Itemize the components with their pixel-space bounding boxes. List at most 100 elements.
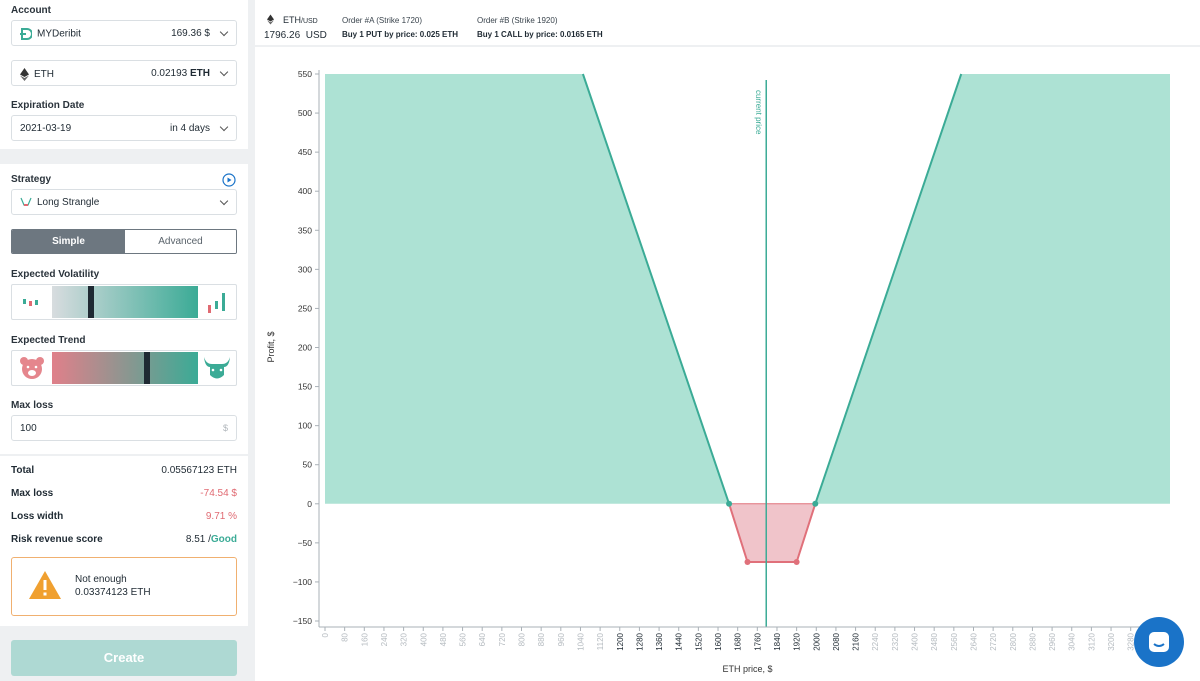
x-tick-label: 2880 <box>1028 632 1037 650</box>
x-tick-label: 2320 <box>891 632 900 650</box>
currency-select[interactable]: ETH 0.02193 ETH <box>11 60 237 86</box>
expiration-label: Expiration Date <box>11 100 85 111</box>
strategy-name: Long Strangle <box>37 197 100 209</box>
warning-line1: Not enough <box>75 574 127 585</box>
trend-track[interactable] <box>52 352 198 384</box>
x-tick-label: 2160 <box>852 632 861 650</box>
x-tick-label: 2080 <box>832 632 841 650</box>
volatility-label: Expected Volatility <box>11 269 100 280</box>
y-axis-label: Profit, $ <box>266 331 276 362</box>
x-tick-label: 1440 <box>675 632 684 650</box>
chevron-down-icon <box>219 67 229 77</box>
mode-toggle: Simple Advanced <box>11 229 237 254</box>
y-tick-label: 400 <box>298 186 312 196</box>
loss-area <box>728 503 816 563</box>
trend-handle[interactable] <box>143 352 150 384</box>
payoff-chart: current price −150 −100 −50 0 50 100 150 200 250 3… <box>266 69 1175 674</box>
chat-icon <box>1149 632 1169 652</box>
x-tick-label: 2640 <box>969 632 978 650</box>
x-tick-label: 640 <box>478 632 487 646</box>
warning-icon <box>29 571 61 599</box>
sidebar: Account MYDeribit 169.36 $ ETH 0.02193 E… <box>0 0 248 681</box>
x-tick-label: 2000 <box>812 632 821 650</box>
risk-rating: Good <box>210 534 237 545</box>
total-value: 0.05567123 ETH <box>161 465 237 476</box>
summary-max-loss-value: -74.54 $ <box>200 488 237 499</box>
max-loss-value: 100 <box>20 423 37 434</box>
x-tick-label: 1840 <box>773 632 782 650</box>
max-loss-input[interactable]: 100 $ <box>11 415 237 441</box>
x-tick-label: 1040 <box>576 632 585 650</box>
y-tick-label: 450 <box>298 147 312 157</box>
x-tick-label: 480 <box>439 632 448 646</box>
chevron-down-icon <box>219 27 229 37</box>
x-tick-label: 2240 <box>871 632 880 650</box>
x-tick-label: 240 <box>380 632 389 646</box>
x-tick-label: 2720 <box>989 632 998 650</box>
strategy-select[interactable]: Long Strangle <box>11 189 237 215</box>
low-volatility-icon <box>23 299 38 306</box>
strangle-icon <box>20 197 32 206</box>
y-tick-label: 150 <box>298 382 312 392</box>
ethereum-icon <box>20 68 29 81</box>
x-tick-label: 1920 <box>793 632 802 650</box>
trend-slider[interactable] <box>11 350 237 386</box>
x-tick-label: 1200 <box>616 632 625 650</box>
x-tick-label: 1760 <box>753 632 762 650</box>
y-tick-label: −50 <box>298 538 313 548</box>
price-unit: USD <box>305 30 327 41</box>
x-tick-label: 160 <box>360 632 369 646</box>
risk-value: 8.51 / <box>185 534 211 545</box>
currency-name: ETH <box>34 69 54 81</box>
chat-launcher-button[interactable] <box>1134 617 1184 667</box>
payoff-line-right <box>814 73 963 505</box>
play-circle-icon[interactable] <box>222 173 236 187</box>
max-loss-unit: $ <box>222 423 228 433</box>
tab-advanced[interactable]: Advanced <box>125 230 236 253</box>
profit-area-right <box>815 74 1170 504</box>
x-tick-label: 80 <box>341 632 350 641</box>
y-tick-label: 50 <box>303 460 313 470</box>
x-tick-label: 800 <box>518 632 527 646</box>
tab-simple[interactable]: Simple <box>12 230 125 253</box>
current-price: 1796.26 <box>264 30 301 41</box>
account-card: Account MYDeribit 169.36 $ ETH 0.02193 E… <box>0 0 248 149</box>
risk-label: Risk revenue score <box>11 534 103 545</box>
x-tick-label: 560 <box>459 632 468 646</box>
max-loss-row: Max loss -74.54 $ <box>11 488 237 499</box>
profit-area-left <box>325 74 730 504</box>
max-loss-point <box>744 559 751 566</box>
order-a-desc: Buy 1 PUT by price: 0.025 ETH <box>342 30 459 39</box>
y-tick-label: 0 <box>307 499 312 509</box>
current-price-label: current price <box>754 90 763 135</box>
x-tick-label: 2560 <box>950 632 959 650</box>
volatility-slider[interactable] <box>11 284 237 320</box>
volatility-track[interactable] <box>52 286 198 318</box>
loss-width-label: Loss width <box>11 511 64 522</box>
volatility-handle[interactable] <box>88 286 95 318</box>
account-select[interactable]: MYDeribit 169.36 $ <box>11 20 237 46</box>
create-button[interactable]: Create <box>11 640 237 676</box>
chart-header: ETH/USD 1796.26 USD Order #A (Strike 172… <box>255 0 1200 47</box>
y-tick-label: 250 <box>298 303 312 313</box>
pair-quote: /USD <box>301 18 318 25</box>
order-b-title: Order #B (Strike 1920) <box>477 16 558 25</box>
expiration-date: 2021-03-19 <box>20 123 72 134</box>
high-volatility-icon <box>208 293 225 313</box>
expiration-select[interactable]: 2021-03-19 in 4 days <box>11 115 237 141</box>
summary-max-loss-label: Max loss <box>11 488 54 499</box>
x-tick-label: 1120 <box>596 632 605 650</box>
account-label: Account <box>11 5 51 16</box>
warning-box: Not enough 0.03374123 ETH <box>11 557 237 616</box>
loss-width-value: 9.71 % <box>205 511 237 522</box>
y-tick-label: 350 <box>298 225 312 235</box>
expiration-relative: in 4 days <box>169 123 210 134</box>
y-tick-label: 200 <box>298 343 312 353</box>
max-loss-point <box>793 559 800 566</box>
x-tick-label: 2960 <box>1048 632 1057 650</box>
x-tick-label: 3200 <box>1107 632 1116 650</box>
y-tick-label: −150 <box>293 616 312 626</box>
max-loss-label: Max loss <box>11 400 54 411</box>
bear-icon <box>20 357 44 379</box>
x-tick-label: 3120 <box>1087 632 1096 650</box>
